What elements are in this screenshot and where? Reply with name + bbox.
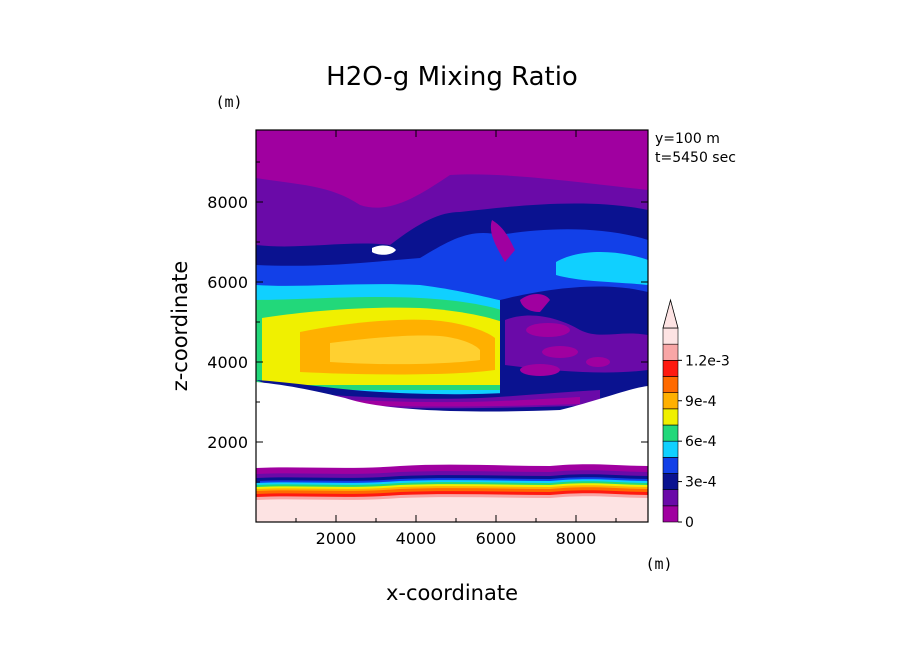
mixing-ratio-field bbox=[256, 130, 648, 522]
chart-title: H2O-g Mixing Ratio bbox=[326, 62, 578, 92]
y-axis-label: z-coordinate bbox=[168, 261, 192, 392]
x-axis: 2000 4000 6000 8000 bbox=[295, 130, 617, 548]
x-tick-label: 4000 bbox=[396, 529, 437, 548]
colorbar-swatch bbox=[662, 360, 679, 377]
x-tick-label: 6000 bbox=[476, 529, 517, 548]
colorbar-swatch bbox=[662, 505, 679, 523]
colorbar-swatch bbox=[662, 440, 679, 458]
colorbar-swatch bbox=[662, 376, 679, 393]
colorbar-swatch bbox=[662, 327, 679, 345]
colorbar-label: 3e-4 bbox=[685, 475, 717, 491]
plot-frame bbox=[255, 129, 649, 523]
y-tick-label: 6000 bbox=[207, 273, 248, 292]
colorbar-swatch bbox=[662, 392, 679, 410]
x-axis-label: x-coordinate bbox=[386, 581, 518, 605]
colorbar-swatch bbox=[662, 457, 679, 474]
y-tick-label: 8000 bbox=[207, 193, 248, 212]
y-unit-label: (m) bbox=[215, 93, 242, 111]
colorbar-label: 1.2e-3 bbox=[685, 353, 730, 369]
colorbar-label: 0 bbox=[685, 515, 694, 531]
colorbar-swatch bbox=[662, 343, 679, 361]
colorbar-swatch bbox=[662, 489, 679, 507]
colorbar-swatch bbox=[662, 424, 679, 442]
y-tick-label: 2000 bbox=[207, 433, 248, 452]
y-axis: 2000 4000 6000 8000 bbox=[207, 161, 648, 483]
y-tick-label: 4000 bbox=[207, 353, 248, 372]
annotation-t: t=5450 sec bbox=[655, 150, 736, 166]
annotation-y: y=100 m bbox=[655, 131, 720, 147]
x-tick-label: 8000 bbox=[556, 529, 597, 548]
colorbar-swatch bbox=[662, 408, 679, 426]
colorbar-label: 9e-4 bbox=[685, 394, 717, 410]
colorbar-swatch bbox=[662, 473, 679, 490]
colorbar: 0 3e-4 6e-4 9e-4 1.2e-3 bbox=[662, 298, 730, 531]
colorbar-extend-arrow bbox=[662, 298, 679, 329]
x-unit-label: (m) bbox=[645, 555, 672, 573]
x-tick-label: 2000 bbox=[316, 529, 357, 548]
colorbar-label: 6e-4 bbox=[685, 434, 717, 450]
